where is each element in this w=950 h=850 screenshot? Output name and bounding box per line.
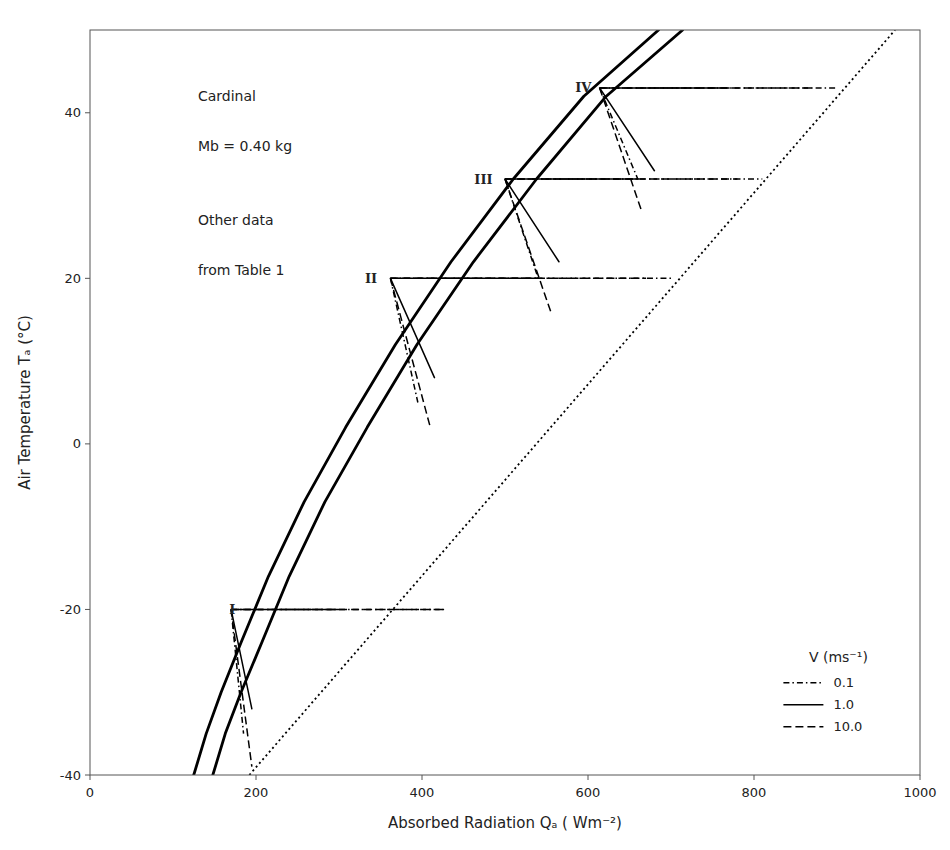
- zone-label: III: [474, 172, 492, 187]
- x-tick-label: 0: [86, 785, 94, 800]
- y-tick: [85, 609, 90, 610]
- x-tick: [256, 775, 257, 780]
- annotation: Mb = 0.40 kg: [198, 138, 292, 154]
- y-tick: [85, 443, 90, 444]
- legend-label: 10.0: [833, 719, 862, 734]
- y-tick: [85, 775, 90, 776]
- x-tick-label: 1000: [903, 785, 936, 800]
- x-tick: [754, 775, 755, 780]
- reference-line: [249, 30, 895, 775]
- plot-frame: [90, 30, 920, 775]
- plot-data: [194, 30, 895, 775]
- legend-swatch: [783, 704, 823, 706]
- legend-swatch: [783, 682, 823, 684]
- x-axis-label: Absorbed Radiation Qₐ ( Wm⁻²): [388, 814, 622, 832]
- x-tick-label: 200: [244, 785, 269, 800]
- fan-line: [231, 88, 812, 767]
- zone-label: I: [229, 602, 235, 617]
- curve: [194, 30, 659, 775]
- x-tick-label: 600: [576, 785, 601, 800]
- legend-swatch: [783, 726, 823, 728]
- annotation: Cardinal: [198, 88, 256, 104]
- x-tick: [422, 775, 423, 780]
- annotation: from Table 1: [198, 262, 285, 278]
- x-tick: [920, 775, 921, 780]
- x-tick-label: 800: [742, 785, 767, 800]
- fan-line: [231, 88, 729, 709]
- zone-label: II: [365, 271, 377, 286]
- legend-label: 0.1: [833, 675, 854, 690]
- annotation: Other data: [198, 212, 274, 228]
- y-tick: [85, 112, 90, 113]
- zone-label: IV: [575, 80, 592, 95]
- y-tick-label: -40: [60, 768, 81, 783]
- y-tick-label: 20: [64, 271, 81, 286]
- legend-title: V (ms⁻¹): [809, 649, 868, 665]
- y-tick: [85, 278, 90, 279]
- y-tick-label: 40: [64, 105, 81, 120]
- legend-label: 1.0: [833, 697, 854, 712]
- x-tick: [588, 775, 589, 780]
- y-axis-label: Air Temperature Tₐ (°C): [16, 315, 34, 490]
- legend: V (ms⁻¹) 0.1 1.0 10.0: [783, 649, 867, 735]
- fan-line: [231, 88, 837, 734]
- chart: 0 200 400 600 800 1000 -40 -20 0 20 40 Absorbed Rad…: [0, 0, 950, 850]
- y-tick-label: -20: [60, 602, 81, 617]
- x-tick: [90, 775, 91, 780]
- x-tick-label: 400: [410, 785, 435, 800]
- plot-background: [90, 30, 920, 775]
- y-tick-label: 0: [73, 436, 81, 451]
